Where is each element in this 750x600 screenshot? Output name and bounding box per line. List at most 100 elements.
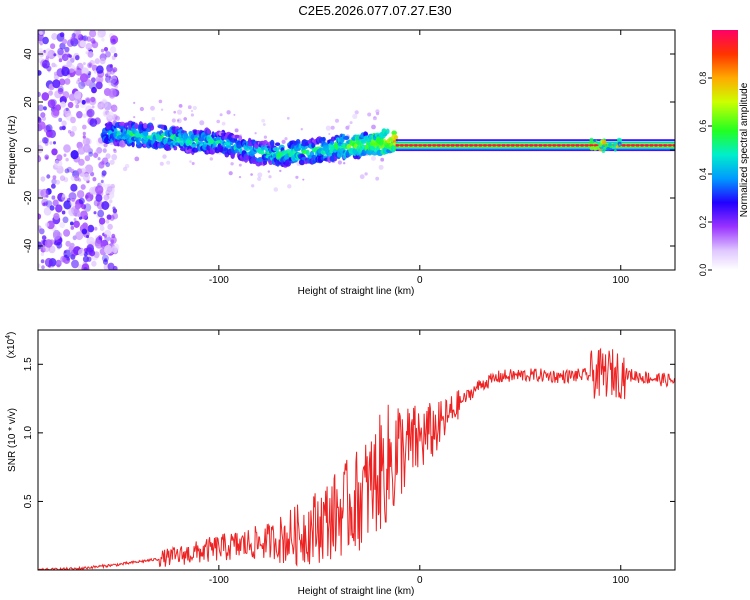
tone-stripe [395,139,675,141]
noise-blob [64,46,70,53]
tone-peak [571,144,575,147]
noise-blob [86,36,92,42]
band-blob [173,146,178,151]
tone-peak [640,144,644,147]
noise-blob [63,177,69,183]
speckle [354,110,359,115]
tone-peak [455,144,459,147]
snr-data [38,347,675,570]
svg-text:(x104): (x104) [5,332,17,359]
tone-peak [502,144,505,147]
noise-blob [55,259,62,267]
band-blob [149,124,155,131]
snr-scale-exponent: 4 [5,335,12,339]
noise-blob [105,153,111,160]
speckle [284,137,288,141]
speckle [347,124,351,128]
speckle [378,164,384,170]
noise-blob [83,62,86,66]
noise-blob [96,147,103,154]
noise-blob [39,42,43,46]
speckle [335,118,339,123]
noise-blob [81,167,87,173]
speckle [183,117,187,121]
colorbar-tick-label: 0.2 [698,216,708,229]
noise-blob [70,175,76,181]
noise-blob [42,137,48,144]
speckle [371,155,376,161]
noise-blob [106,69,112,76]
noise-blob [38,117,42,123]
noise-blob [46,130,53,138]
noise-blob [110,75,117,84]
speckle [177,119,180,122]
noise-blob [81,99,86,105]
tone-peak [552,144,556,147]
noise-blob [56,154,63,162]
tone-stripe [395,149,675,152]
tone-blob [594,146,599,151]
noise-blob [78,178,82,182]
noise-blob [51,108,60,118]
noise-blob [89,118,98,127]
noise-blob [107,223,113,230]
noise-blob [53,141,56,145]
noise-blob [65,157,69,162]
noise-blob [61,125,66,131]
noise-blob [41,235,47,241]
noise-blob [83,203,92,212]
noise-blob [95,185,104,195]
speckle [109,159,115,165]
noise-blob [67,129,72,134]
noise-blob [79,73,89,83]
tone-stripe [395,145,675,148]
noise-blob [91,86,97,94]
noise-blob [67,101,74,109]
snr-panel: -100 0 100 0.5 1.0 1.5 Height of straight lin… [5,329,676,597]
speckle [133,101,136,104]
noise-blob [53,71,58,76]
noise-blob [111,55,116,61]
noise-blob [51,195,56,200]
noise-blob [93,152,99,158]
y-tick-label: 20 [23,96,34,108]
band-blob [138,136,142,142]
noise-blob [69,209,75,215]
noise-blob [87,224,95,233]
noise-blob [79,210,88,220]
noise-blob [111,154,118,161]
tone-peak [446,144,450,147]
noise-blob [46,220,55,230]
tone-peak [418,144,422,147]
speckle [233,113,236,116]
noise-blob [86,244,94,253]
speckle [375,109,380,114]
noise-blob [42,202,46,206]
noise-blob [106,67,111,72]
tone-blob [613,141,618,146]
speckle [158,99,163,104]
y-tick-label: 40 [23,48,34,60]
band-blob [238,135,243,141]
band-blob [118,121,126,127]
tone-stripe [395,143,675,145]
noise-blob [45,124,53,132]
spectrogram-axes: -100 0 100 -40 -20 0 20 40 [23,30,675,286]
noise-blob [41,59,50,69]
noise-blob [38,33,44,42]
noise-blob [38,104,44,112]
noise-blob [70,221,74,226]
band-blob [108,122,113,126]
spectrogram-x-label: Height of straight line (km) [298,286,415,297]
noise-blob [51,33,58,40]
noise-blob [114,84,118,89]
noise-blob [38,213,42,220]
noise-blob [112,206,116,210]
speckle [189,160,192,163]
noise-blob [102,259,109,265]
speckle [238,163,242,167]
noise-blob [71,198,75,202]
speckle [330,125,335,130]
tone-peak [636,144,639,147]
speckle [287,184,292,189]
